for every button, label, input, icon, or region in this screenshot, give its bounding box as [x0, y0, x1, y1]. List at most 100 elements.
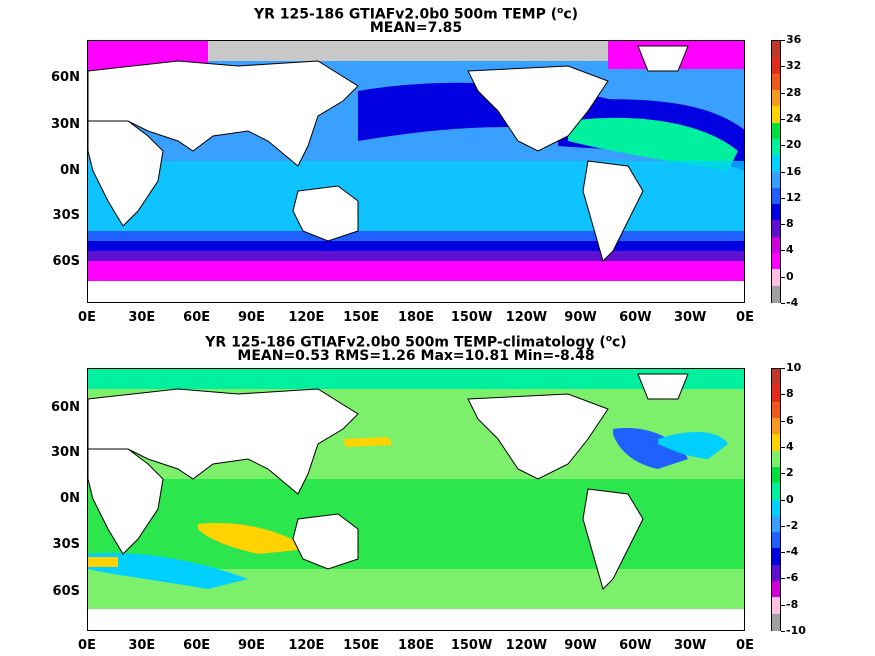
panel1-antarctica: [88, 281, 744, 302]
panel1-africa: [88, 120, 164, 227]
panel1-natl-warm: [568, 117, 738, 171]
panel2-colorbar-label: -8: [786, 597, 799, 611]
panel2-lat-0n: 0N: [60, 491, 80, 506]
panel1-lon-label: 90W: [564, 310, 597, 325]
panel2-eurasia: [88, 388, 359, 495]
panel2-lon-label: 0E: [736, 638, 754, 653]
panel2-colorbar-tick: [781, 446, 785, 448]
panel2-colorbar-tick: [781, 368, 785, 369]
panel2-colorbar-label: 8: [786, 387, 794, 401]
panel2-lat-30n: 30N: [51, 445, 80, 460]
panel2-continents: [88, 373, 689, 590]
panel2-kuroshio-warm: [343, 437, 393, 447]
panel1-colorbar-label: 20: [786, 138, 802, 152]
panel2-so-cool: [88, 553, 248, 589]
panel2-lon-label: 60W: [619, 638, 652, 653]
panel1-colorbar-segment: [772, 41, 780, 58]
panel2-colorbar-segment: [772, 581, 780, 598]
panel2-colorbar-segment: [772, 385, 780, 403]
panel2-colorbar-label: -2: [786, 518, 799, 532]
panel1-title-text: YR 125-186 GTIAFv2.0b0 500m TEMP (: [253, 6, 558, 23]
panel2-colorbar-segment: [772, 401, 780, 419]
panel1-lon-label: 60W: [619, 310, 652, 325]
panel2-colorbar-segment: [772, 417, 780, 435]
panel2-map: [87, 368, 745, 631]
panel2-lat-60n: 60N: [51, 400, 80, 415]
panel1-colorbar-label: 32: [786, 59, 802, 73]
panel2-colorbar-tick: [781, 499, 785, 501]
panel1-lon-label: 120E: [288, 310, 325, 325]
panel2-colorbar-segment: [772, 434, 780, 452]
panel2-colorbar-label: 6: [786, 413, 794, 427]
panel1-arctic-missing: [88, 41, 744, 61]
panel1-colorbar-label: 16: [786, 164, 802, 178]
panel1-lon-label: 90E: [238, 310, 265, 325]
panel2-colorbar-segment: [772, 597, 780, 615]
panel2-colorbar-segment: [772, 564, 780, 582]
panel1-lon-label: 30E: [128, 310, 156, 325]
panel1-colorbar-tick: [781, 118, 785, 120]
panel2-lon-label: 120W: [505, 638, 548, 653]
panel1-colorbar-segment: [772, 285, 780, 303]
panel1-lat-30n: 30N: [51, 117, 80, 132]
panel1-title-degree: o: [557, 6, 564, 16]
panel2-gulfstream-cool: [613, 428, 688, 469]
panel1-colorbar-segment: [772, 187, 780, 205]
panel1-colorbar-label: 24: [786, 111, 802, 125]
panel2-arctic: [88, 369, 744, 389]
panel2-lon-label: 180E: [397, 638, 435, 653]
panel1-lon-label: 180E: [397, 310, 435, 325]
panel2-map-svg: [88, 369, 744, 630]
panel1-colorbar-tick: [781, 171, 785, 173]
panel2-title-line2: MEAN=0.53 RMS=1.26 Max=10.81 Min=-8.48: [237, 348, 595, 364]
panel2-lon-label: 120E: [288, 638, 325, 653]
panel1-colorbar-label: 8: [786, 217, 794, 231]
panel2-colorbar-tick: [781, 525, 785, 527]
panel1-lon-label: 150E: [343, 310, 380, 325]
panel1-colorbar: [771, 40, 781, 303]
panel1-continents: [88, 45, 689, 262]
panel2-lon-label: 60E: [183, 638, 211, 653]
panel1-greenland: [637, 45, 689, 72]
panel1-colorbar-segment: [772, 138, 780, 156]
panel1-south-america: [582, 160, 644, 262]
panel1-map: [87, 40, 745, 303]
panel1-colorbar-segment: [772, 57, 780, 75]
panel2-north-america: [467, 393, 609, 480]
panel1-colorbar-label: 36: [786, 33, 802, 46]
panel1-south-band-2: [88, 241, 744, 251]
panel2-greenland: [637, 373, 689, 400]
panel1-lon-label: 60E: [183, 310, 211, 325]
panel2-lat-60s: 60S: [52, 584, 80, 599]
panel1-colorbar-segment: [772, 171, 780, 189]
panel1-colorbar-segment: [772, 220, 780, 238]
panel2-title-text: YR 125-186 GTIAFv2.0b0 500m TEMP-climato…: [205, 334, 606, 351]
panel1-title-unit: c): [563, 6, 579, 23]
panel1-south-band-3: [88, 251, 744, 263]
panel2-south-america: [582, 488, 644, 590]
panel1-colorbar-segment: [772, 73, 780, 91]
panel1-colorbar-tick: [781, 40, 785, 41]
panel1-lat-60s: 60S: [52, 254, 80, 269]
panel2-colorbar-label: -6: [786, 571, 799, 585]
panel2-title-degree: o: [605, 334, 612, 344]
panel1-title-line1: YR 125-186 GTIAFv2.0b0 500m TEMP (oc): [87, 3, 745, 23]
panel1-lon-label: 0E: [736, 310, 754, 325]
panel2-colorbar-label: -4: [786, 545, 799, 559]
panel1-colorbar-tick: [781, 92, 785, 94]
panel2-colorbar-tick: [781, 552, 785, 554]
panel2-colorbar: [771, 368, 781, 631]
panel1-australia: [292, 185, 359, 242]
panel2-colorbar-label: 0: [786, 492, 794, 506]
panel1-lon-label: 150W: [450, 310, 493, 325]
panel1-lat-60n: 60N: [51, 70, 80, 85]
panel1-colorbar-label: 28: [786, 85, 802, 99]
panel1-colorbar-label: 12: [786, 190, 802, 204]
panel1-title-line2: MEAN=7.85: [369, 20, 463, 36]
panel2-lon-label: 0E: [78, 638, 96, 653]
panel2-colorbar-segment: [772, 466, 780, 484]
panel2-antarctica: [88, 609, 744, 630]
panel2-so-warm: [88, 557, 118, 567]
panel2-lon-label: 30W: [673, 638, 707, 653]
panel1-eurasia: [88, 60, 359, 167]
